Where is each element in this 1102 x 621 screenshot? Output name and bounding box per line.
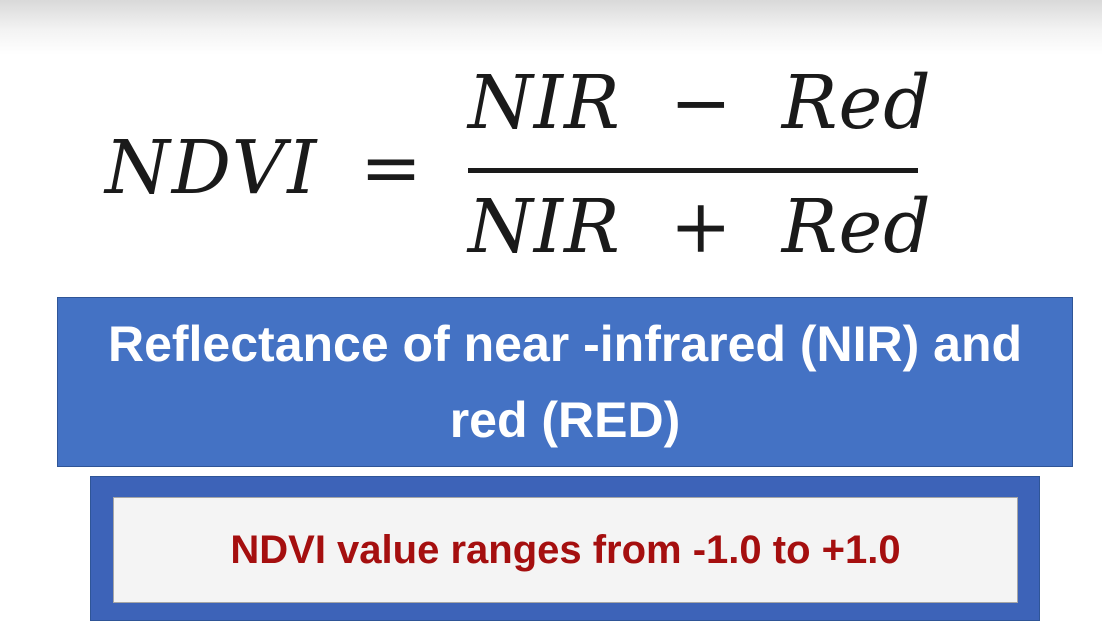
range-text: NDVI value ranges from -1.0 to +1.0 xyxy=(230,528,901,572)
ndvi-formula: NDVI = NIR − Red NIR + Red xyxy=(0,0,1102,290)
range-box: NDVI value ranges from -1.0 to +1.0 xyxy=(113,497,1018,603)
definition-box: Reflectance of near -infrared (NIR) and … xyxy=(57,297,1073,467)
formula-equals-sign: = xyxy=(360,125,423,211)
definition-text: Reflectance of near -infrared (NIR) and … xyxy=(107,316,1023,448)
formula-numerator: NIR − Red xyxy=(468,60,932,146)
fraction-bar xyxy=(468,168,918,173)
formula-denominator: NIR + Red xyxy=(468,184,932,270)
formula-lhs: NDVI xyxy=(105,125,319,211)
